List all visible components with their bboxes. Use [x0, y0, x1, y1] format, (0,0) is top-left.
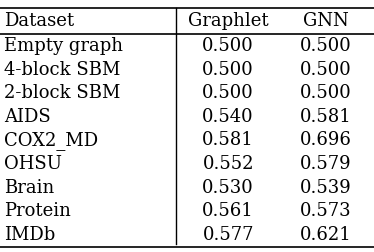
Text: Empty graph: Empty graph — [4, 37, 123, 55]
Text: 4-block SBM: 4-block SBM — [4, 60, 120, 79]
Text: 0.696: 0.696 — [300, 132, 351, 149]
Text: 0.552: 0.552 — [202, 155, 254, 173]
Text: 0.579: 0.579 — [300, 155, 351, 173]
Text: 0.500: 0.500 — [300, 60, 351, 79]
Text: 0.500: 0.500 — [300, 37, 351, 55]
Text: IMDb: IMDb — [4, 226, 55, 244]
Text: 0.530: 0.530 — [202, 179, 254, 197]
Text: Protein: Protein — [4, 202, 71, 220]
Text: GNN: GNN — [303, 12, 348, 30]
Text: 2-block SBM: 2-block SBM — [4, 84, 120, 102]
Text: 0.581: 0.581 — [202, 132, 254, 149]
Text: 0.581: 0.581 — [300, 108, 351, 126]
Text: 0.573: 0.573 — [300, 202, 351, 220]
Text: 0.500: 0.500 — [202, 84, 254, 102]
Text: 0.500: 0.500 — [300, 84, 351, 102]
Text: 0.500: 0.500 — [202, 60, 254, 79]
Text: Graphlet: Graphlet — [188, 12, 269, 30]
Text: Dataset: Dataset — [4, 12, 74, 30]
Text: 0.539: 0.539 — [300, 179, 351, 197]
Text: Brain: Brain — [4, 179, 54, 197]
Text: OHSU: OHSU — [4, 155, 62, 173]
Text: 0.577: 0.577 — [202, 226, 254, 244]
Text: 0.500: 0.500 — [202, 37, 254, 55]
Text: AIDS: AIDS — [4, 108, 50, 126]
Text: 0.561: 0.561 — [202, 202, 254, 220]
Text: COX2_MD: COX2_MD — [4, 131, 98, 150]
Text: 0.621: 0.621 — [300, 226, 351, 244]
Text: 0.540: 0.540 — [202, 108, 254, 126]
